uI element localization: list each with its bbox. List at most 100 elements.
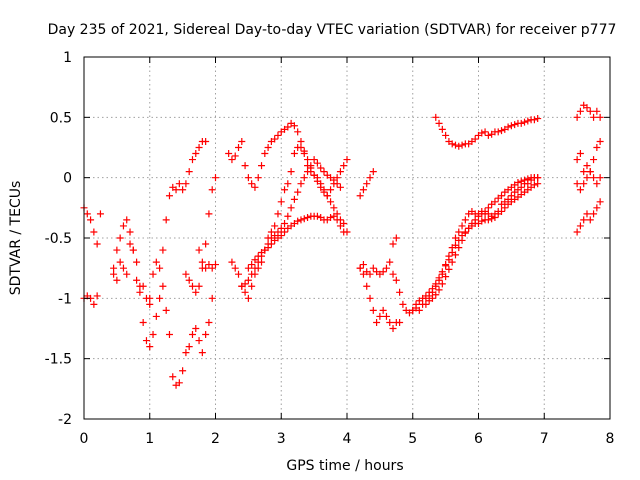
data-point bbox=[386, 318, 394, 326]
data-point bbox=[241, 288, 249, 296]
data-point bbox=[583, 174, 591, 182]
data-point bbox=[188, 331, 196, 339]
x-tick-label: 0 bbox=[80, 431, 89, 447]
x-tick-label: 5 bbox=[408, 431, 417, 447]
data-point bbox=[297, 137, 305, 145]
data-point bbox=[248, 261, 256, 269]
data-point bbox=[369, 306, 377, 314]
data-point bbox=[596, 198, 604, 206]
data-point bbox=[185, 168, 193, 176]
data-point bbox=[93, 240, 101, 248]
data-point bbox=[432, 280, 440, 288]
data-point bbox=[284, 212, 292, 220]
data-point bbox=[415, 306, 423, 314]
data-point bbox=[208, 294, 216, 302]
data-point bbox=[202, 264, 210, 272]
data-point bbox=[471, 216, 479, 224]
data-point bbox=[96, 210, 104, 218]
grid bbox=[84, 57, 610, 419]
data-point bbox=[438, 268, 446, 276]
data-point bbox=[330, 204, 338, 212]
data-point bbox=[251, 264, 259, 272]
data-point bbox=[152, 312, 160, 320]
data-point bbox=[287, 204, 295, 212]
data-point bbox=[514, 178, 522, 186]
data-point bbox=[320, 186, 328, 194]
data-point bbox=[576, 150, 584, 158]
data-point bbox=[182, 180, 190, 188]
data-point bbox=[340, 228, 348, 236]
data-point bbox=[593, 107, 601, 115]
x-tick-label: 8 bbox=[606, 431, 615, 447]
data-point bbox=[228, 258, 236, 266]
data-point bbox=[146, 343, 154, 351]
data-point bbox=[146, 294, 154, 302]
data-point bbox=[297, 144, 305, 151]
data-point bbox=[205, 261, 213, 269]
data-point bbox=[428, 285, 436, 293]
data-point bbox=[123, 270, 131, 278]
data-point bbox=[294, 128, 302, 136]
data-point bbox=[386, 258, 394, 266]
data-point bbox=[113, 246, 121, 254]
data-point bbox=[126, 240, 134, 248]
data-point bbox=[573, 113, 581, 121]
data-point bbox=[287, 168, 295, 176]
data-point bbox=[248, 282, 256, 290]
data-point bbox=[159, 282, 167, 290]
data-point bbox=[517, 177, 525, 185]
data-point bbox=[113, 276, 121, 284]
data-point bbox=[409, 306, 417, 314]
data-point bbox=[290, 122, 298, 130]
data-point bbox=[244, 294, 252, 302]
data-point bbox=[254, 174, 262, 182]
data-point bbox=[195, 144, 203, 151]
data-point bbox=[356, 192, 364, 200]
data-point bbox=[596, 137, 604, 145]
data-point bbox=[195, 337, 203, 345]
data-point bbox=[231, 264, 239, 272]
data-point bbox=[284, 123, 292, 131]
data-point bbox=[244, 276, 252, 284]
series-s9 bbox=[228, 144, 351, 302]
data-point bbox=[300, 215, 308, 223]
data-point bbox=[442, 131, 450, 139]
x-tick-label: 1 bbox=[145, 431, 154, 447]
data-point bbox=[274, 210, 282, 218]
data-point bbox=[376, 312, 384, 320]
data-point bbox=[445, 265, 453, 273]
data-point bbox=[336, 168, 344, 176]
data-point bbox=[435, 119, 443, 127]
data-point bbox=[455, 228, 463, 236]
data-point bbox=[281, 186, 289, 194]
data-point bbox=[290, 150, 298, 158]
data-point bbox=[484, 216, 492, 224]
y-tick-label: -0.5 bbox=[45, 231, 72, 247]
data-point bbox=[389, 270, 397, 278]
data-point bbox=[152, 258, 160, 266]
data-point bbox=[264, 144, 272, 151]
data-point bbox=[363, 282, 371, 290]
data-point bbox=[244, 174, 252, 182]
data-point bbox=[340, 162, 348, 170]
series-s17 bbox=[422, 174, 542, 308]
data-point bbox=[576, 222, 584, 230]
data-point bbox=[188, 282, 196, 290]
data-point bbox=[235, 270, 243, 278]
data-point bbox=[208, 186, 216, 194]
data-point bbox=[442, 273, 450, 281]
data-point bbox=[366, 294, 374, 302]
data-point bbox=[478, 129, 486, 137]
data-point bbox=[468, 220, 476, 228]
series-s14 bbox=[356, 234, 400, 278]
y-tick-label: -2 bbox=[58, 412, 72, 428]
data-point bbox=[534, 174, 542, 182]
data-point bbox=[327, 198, 335, 206]
data-point bbox=[478, 217, 486, 225]
data-point bbox=[330, 176, 338, 184]
data-point bbox=[182, 270, 190, 278]
data-point bbox=[573, 228, 581, 236]
data-point bbox=[590, 156, 598, 164]
data-point bbox=[586, 168, 594, 176]
x-tick-label: 2 bbox=[211, 431, 220, 447]
